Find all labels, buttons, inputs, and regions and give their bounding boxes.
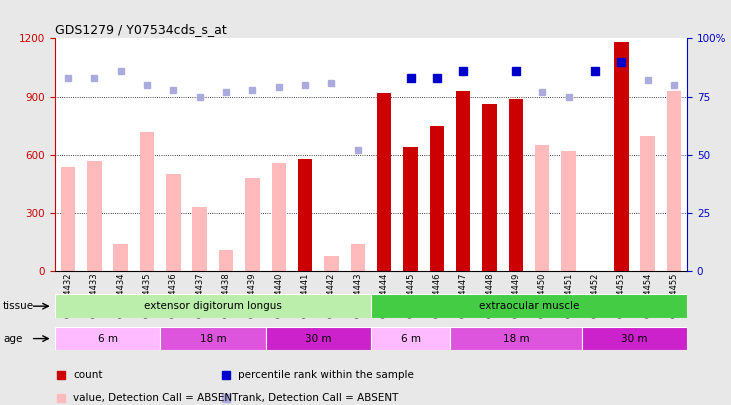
Text: 18 m: 18 m bbox=[503, 334, 529, 343]
Bar bbox=[667, 91, 681, 271]
Bar bbox=[325, 256, 338, 271]
Bar bbox=[509, 99, 523, 271]
Bar bbox=[87, 161, 102, 271]
Text: 30 m: 30 m bbox=[621, 334, 648, 343]
Bar bbox=[61, 166, 75, 271]
Bar bbox=[160, 327, 265, 350]
Bar bbox=[614, 43, 629, 271]
Bar bbox=[192, 207, 207, 271]
Bar bbox=[166, 174, 181, 271]
Bar bbox=[456, 91, 471, 271]
Text: count: count bbox=[73, 370, 103, 380]
Text: 30 m: 30 m bbox=[305, 334, 332, 343]
Bar bbox=[371, 294, 687, 318]
Bar bbox=[245, 178, 260, 271]
Bar bbox=[561, 151, 576, 271]
Bar bbox=[271, 163, 286, 271]
Bar bbox=[298, 159, 312, 271]
Text: value, Detection Call = ABSENT: value, Detection Call = ABSENT bbox=[73, 393, 238, 403]
Bar bbox=[377, 93, 391, 271]
Bar bbox=[482, 104, 497, 271]
Bar bbox=[535, 145, 550, 271]
Bar bbox=[450, 327, 582, 350]
Bar bbox=[55, 294, 371, 318]
Bar bbox=[55, 327, 160, 350]
Bar bbox=[582, 327, 687, 350]
Bar bbox=[219, 250, 233, 271]
Text: age: age bbox=[3, 334, 23, 343]
Text: tissue: tissue bbox=[3, 301, 34, 311]
Bar bbox=[430, 126, 444, 271]
Text: rank, Detection Call = ABSENT: rank, Detection Call = ABSENT bbox=[238, 393, 398, 403]
Bar bbox=[640, 136, 655, 271]
Text: extensor digitorum longus: extensor digitorum longus bbox=[144, 301, 282, 311]
Text: 18 m: 18 m bbox=[200, 334, 226, 343]
Bar bbox=[404, 147, 417, 271]
Bar bbox=[351, 244, 365, 271]
Bar bbox=[265, 327, 371, 350]
Text: 6 m: 6 m bbox=[97, 334, 118, 343]
Text: extraocular muscle: extraocular muscle bbox=[479, 301, 579, 311]
Text: 6 m: 6 m bbox=[401, 334, 420, 343]
Bar bbox=[371, 327, 450, 350]
Text: GDS1279 / Y07534cds_s_at: GDS1279 / Y07534cds_s_at bbox=[55, 23, 227, 36]
Bar bbox=[140, 132, 154, 271]
Text: percentile rank within the sample: percentile rank within the sample bbox=[238, 370, 414, 380]
Bar bbox=[113, 244, 128, 271]
